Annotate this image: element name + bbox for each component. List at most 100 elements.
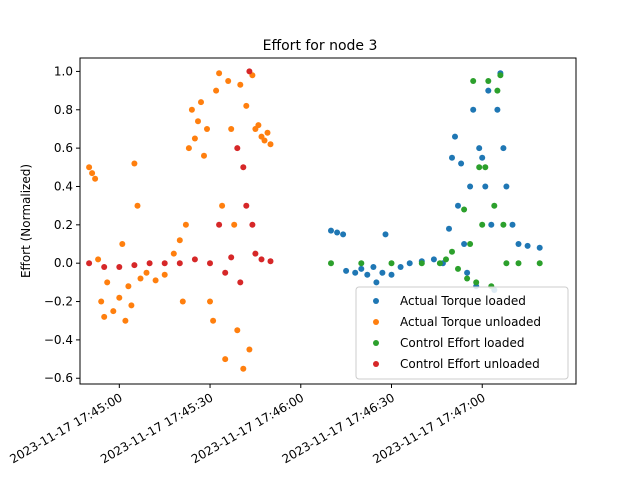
data-point: [494, 87, 501, 94]
data-point: [116, 294, 123, 301]
data-point: [485, 78, 492, 84]
data-point: [470, 106, 477, 113]
data-point: [134, 202, 141, 209]
legend-label: Actual Torque loaded: [400, 294, 526, 308]
data-point: [146, 260, 153, 267]
data-point: [249, 221, 256, 228]
data-point: [461, 206, 468, 213]
data-point: [418, 260, 425, 267]
series-2: [328, 72, 543, 290]
data-point: [246, 68, 253, 75]
data-point: [476, 164, 483, 171]
data-point: [222, 356, 229, 363]
data-point: [92, 175, 99, 182]
data-point: [152, 277, 159, 284]
data-point: [503, 183, 510, 190]
data-point: [340, 231, 347, 238]
data-point: [119, 241, 126, 247]
data-point: [515, 260, 522, 267]
data-point: [479, 154, 486, 161]
data-point: [125, 283, 132, 290]
data-point: [128, 302, 135, 309]
data-point: [170, 250, 177, 257]
data-point: [86, 164, 93, 171]
data-point: [364, 271, 371, 278]
data-point: [216, 70, 223, 77]
data-point: [461, 241, 468, 247]
data-point: [231, 221, 238, 228]
data-point: [210, 317, 217, 324]
series-0: [328, 70, 543, 293]
y-axis-label: Effort (Normalized): [19, 164, 33, 278]
data-point: [473, 279, 480, 286]
data-point: [264, 129, 271, 136]
data-point: [509, 221, 516, 228]
data-point: [476, 145, 483, 152]
data-point: [494, 106, 501, 113]
data-point: [191, 135, 198, 142]
legend-label: Actual Torque unloaded: [400, 315, 541, 329]
data-point: [334, 229, 341, 236]
series-1: [86, 70, 274, 372]
data-point: [216, 221, 223, 228]
data-point: [201, 152, 207, 159]
y-axis: −0.6 −0.4 −0.2 0.0 0.2 0.4 0.6 0.8 1.0: [44, 64, 80, 385]
data-point: [379, 269, 386, 276]
data-point: [430, 256, 437, 263]
data-point: [467, 241, 474, 247]
y-tick-label: −0.6: [44, 371, 73, 385]
data-point: [261, 137, 268, 144]
data-point: [536, 260, 543, 267]
data-point: [497, 72, 504, 79]
data-point: [101, 264, 108, 270]
data-point: [258, 256, 265, 263]
data-point: [397, 264, 404, 270]
data-point: [240, 365, 247, 372]
data-point: [370, 264, 377, 270]
data-point: [524, 242, 531, 249]
data-point: [485, 87, 492, 94]
data-point: [116, 264, 123, 270]
data-point: [219, 202, 226, 209]
data-point: [373, 279, 380, 286]
data-point: [443, 256, 449, 263]
data-point: [234, 327, 241, 334]
plot-marks: [86, 68, 543, 372]
data-point: [503, 260, 510, 267]
data-point: [267, 141, 274, 148]
legend-box: [355, 286, 569, 380]
legend-marker: [373, 361, 379, 367]
y-tick-label: −0.4: [44, 333, 73, 347]
y-tick-label: 1.0: [54, 64, 73, 78]
data-point: [515, 241, 522, 247]
legend-marker: [373, 340, 379, 346]
data-point: [191, 256, 198, 263]
data-point: [388, 260, 395, 267]
y-tick-label: −0.2: [44, 295, 73, 309]
legend-label: Control Effort unloaded: [400, 357, 540, 371]
data-point: [500, 145, 507, 152]
data-point: [482, 164, 489, 171]
data-point: [458, 160, 465, 167]
y-tick-label: 0.6: [54, 141, 73, 155]
data-point: [479, 221, 486, 228]
data-point: [388, 271, 395, 278]
data-point: [536, 244, 543, 251]
data-point: [101, 313, 108, 320]
data-point: [449, 154, 455, 161]
legend: Actual Torque loaded Actual Torque unload…: [355, 286, 569, 380]
data-point: [382, 231, 389, 238]
data-point: [228, 254, 235, 261]
data-point: [182, 221, 189, 228]
data-point: [358, 265, 365, 272]
data-point: [237, 81, 244, 88]
plot-frame: [79, 57, 577, 385]
data-point: [89, 170, 96, 177]
data-point: [86, 260, 93, 267]
data-point: [358, 260, 365, 267]
data-point: [464, 269, 471, 276]
data-point: [488, 221, 495, 228]
data-point: [176, 260, 183, 267]
